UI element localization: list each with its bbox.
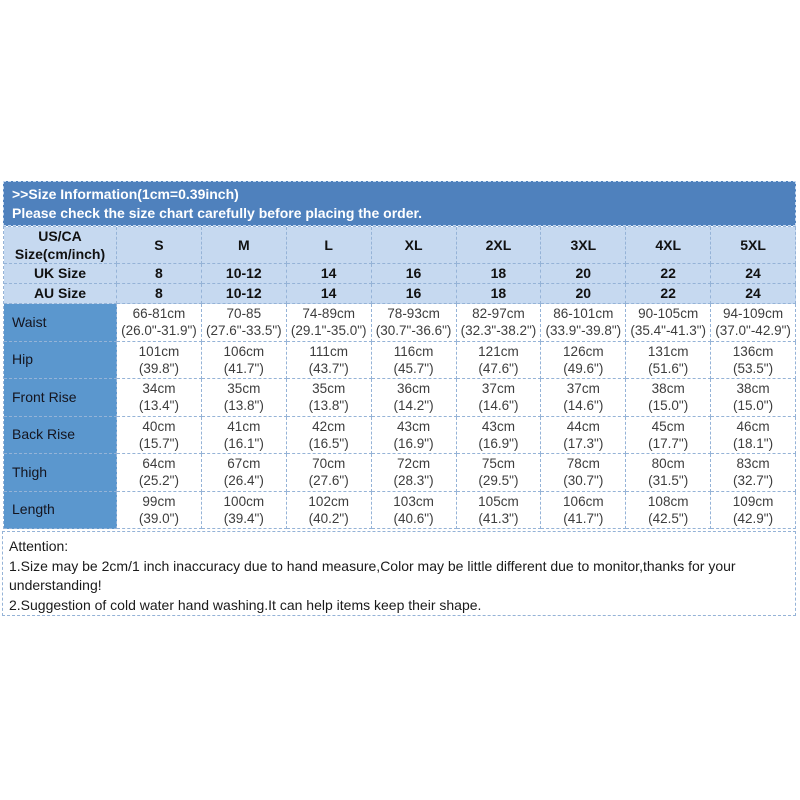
measure-value-cell: 75cm (29.5"): [456, 454, 542, 492]
measure-value-cell: 66-81cm (26.0"-31.9"): [117, 304, 202, 342]
au-size-cell: 16: [371, 284, 457, 304]
measure-value-cell: 80cm (31.5"): [626, 454, 712, 492]
measure-value-cell: 37cm (14.6"): [456, 379, 542, 417]
measure-value-cell: 100cm (39.4"): [201, 491, 287, 529]
measure-row-label: Length: [4, 491, 117, 529]
measure-value-cell: 108cm (42.5"): [626, 491, 712, 529]
measure-value-cell: 131cm (51.6"): [626, 341, 712, 379]
uk-size-cell: 14: [286, 264, 372, 284]
size-info-subtitle: Please check the size chart carefully be…: [12, 205, 423, 221]
measure-value-cell: 72cm (28.3"): [371, 454, 457, 492]
measure-value-cell: 126cm (49.6"): [541, 341, 627, 379]
measure-value-cell: 106cm (41.7"): [541, 491, 627, 529]
measure-value-cell: 94-109cm (37.0"-42.9"): [711, 304, 796, 342]
size-column-header: S: [117, 227, 202, 264]
measure-value-cell: 106cm (41.7"): [201, 341, 287, 379]
measure-value-cell: 36cm (14.2"): [371, 379, 457, 417]
uk-size-cell: 24: [711, 264, 796, 284]
attention-title: Attention:: [9, 538, 69, 554]
uk-size-cell: 20: [541, 264, 627, 284]
measure-value-cell: 99cm (39.0"): [117, 491, 202, 529]
measure-value-cell: 121cm (47.6"): [456, 341, 542, 379]
uk-size-cell: 8: [117, 264, 202, 284]
au-size-cell: 14: [286, 284, 372, 304]
size-column-header: 3XL: [541, 227, 627, 264]
measure-value-cell: 37cm (14.6"): [541, 379, 627, 417]
measure-value-cell: 103cm (40.6"): [371, 491, 457, 529]
size-column-header: 4XL: [626, 227, 712, 264]
attention-note-1: 1.Size may be 2cm/1 inch inaccuracy due …: [9, 557, 736, 594]
attention-note-2: 2.Suggestion of cold water hand washing.…: [9, 596, 482, 613]
measure-value-cell: 38cm (15.0"): [626, 379, 712, 417]
measure-value-cell: 105cm (41.3"): [456, 491, 542, 529]
size-column-header: 5XL: [711, 227, 796, 264]
uk-size-cell: 10-12: [201, 264, 287, 284]
measure-value-cell: 44cm (17.3"): [541, 416, 627, 454]
measure-value-cell: 83cm (32.7"): [711, 454, 796, 492]
measure-value-cell: 70-85 (27.6"-33.5"): [201, 304, 287, 342]
measure-row-label: Thigh: [4, 454, 117, 492]
measure-value-cell: 45cm (17.7"): [626, 416, 712, 454]
measure-value-cell: 35cm (13.8"): [201, 379, 287, 417]
corner-header-cell: US/CA Size(cm/inch): [4, 227, 117, 264]
measure-value-cell: 38cm (15.0"): [711, 379, 796, 417]
au-size-cell: 24: [711, 284, 796, 304]
attention-box: Attention: 1.Size may be 2cm/1 inch inac…: [2, 531, 796, 616]
size-column-header: M: [201, 227, 287, 264]
measure-value-cell: 102cm (40.2"): [286, 491, 372, 529]
measure-value-cell: 90-105cm (35.4"-41.3"): [626, 304, 712, 342]
uk-size-row-label: UK Size: [4, 264, 117, 284]
measure-value-cell: 43cm (16.9"): [456, 416, 542, 454]
measure-value-cell: 42cm (16.5"): [286, 416, 372, 454]
measure-value-cell: 136cm (53.5"): [711, 341, 796, 379]
size-info-title: >>Size Information(1cm=0.39inch): [12, 186, 239, 202]
measure-value-cell: 82-97cm (32.3"-38.2"): [456, 304, 542, 342]
size-column-header: L: [286, 227, 372, 264]
measure-row-label: Front Rise: [4, 379, 117, 417]
measure-value-cell: 41cm (16.1"): [201, 416, 287, 454]
size-column-header: 2XL: [456, 227, 542, 264]
measure-row-label: Waist: [4, 304, 117, 342]
measure-value-cell: 67cm (26.4"): [201, 454, 287, 492]
measure-value-cell: 78-93cm (30.7"-36.6"): [371, 304, 457, 342]
measure-value-cell: 34cm (13.4"): [117, 379, 202, 417]
size-table: US/CA Size(cm/inch) S M L XL 2XL 3XL 4XL 5XL UK Si…: [3, 226, 796, 529]
measure-value-cell: 40cm (15.7"): [117, 416, 202, 454]
measure-value-cell: 43cm (16.9"): [371, 416, 457, 454]
measure-value-cell: 101cm (39.8"): [117, 341, 202, 379]
measure-value-cell: 35cm (13.8"): [286, 379, 372, 417]
size-column-header: XL: [371, 227, 457, 264]
measure-value-cell: 86-101cm (33.9"-39.8"): [541, 304, 627, 342]
measure-value-cell: 74-89cm (29.1"-35.0"): [286, 304, 372, 342]
measure-value-cell: 111cm (43.7"): [286, 341, 372, 379]
au-size-cell: 8: [117, 284, 202, 304]
header-band: >>Size Information(1cm=0.39inch) Please …: [3, 181, 796, 226]
measure-value-cell: 109cm (42.9"): [711, 491, 796, 529]
uk-size-cell: 18: [456, 264, 542, 284]
au-size-row-label: AU Size: [4, 284, 117, 304]
au-size-cell: 10-12: [201, 284, 287, 304]
au-size-cell: 22: [626, 284, 712, 304]
measure-value-cell: 78cm (30.7"): [541, 454, 627, 492]
uk-size-cell: 22: [626, 264, 712, 284]
measure-row-label: Hip: [4, 341, 117, 379]
measure-value-cell: 70cm (27.6"): [286, 454, 372, 492]
au-size-cell: 20: [541, 284, 627, 304]
au-size-cell: 18: [456, 284, 542, 304]
size-chart-sheet: >>Size Information(1cm=0.39inch) Please …: [3, 181, 796, 529]
uk-size-cell: 16: [371, 264, 457, 284]
measure-value-cell: 116cm (45.7"): [371, 341, 457, 379]
measure-row-label: Back Rise: [4, 416, 117, 454]
measure-value-cell: 46cm (18.1"): [711, 416, 796, 454]
measure-value-cell: 64cm (25.2"): [117, 454, 202, 492]
